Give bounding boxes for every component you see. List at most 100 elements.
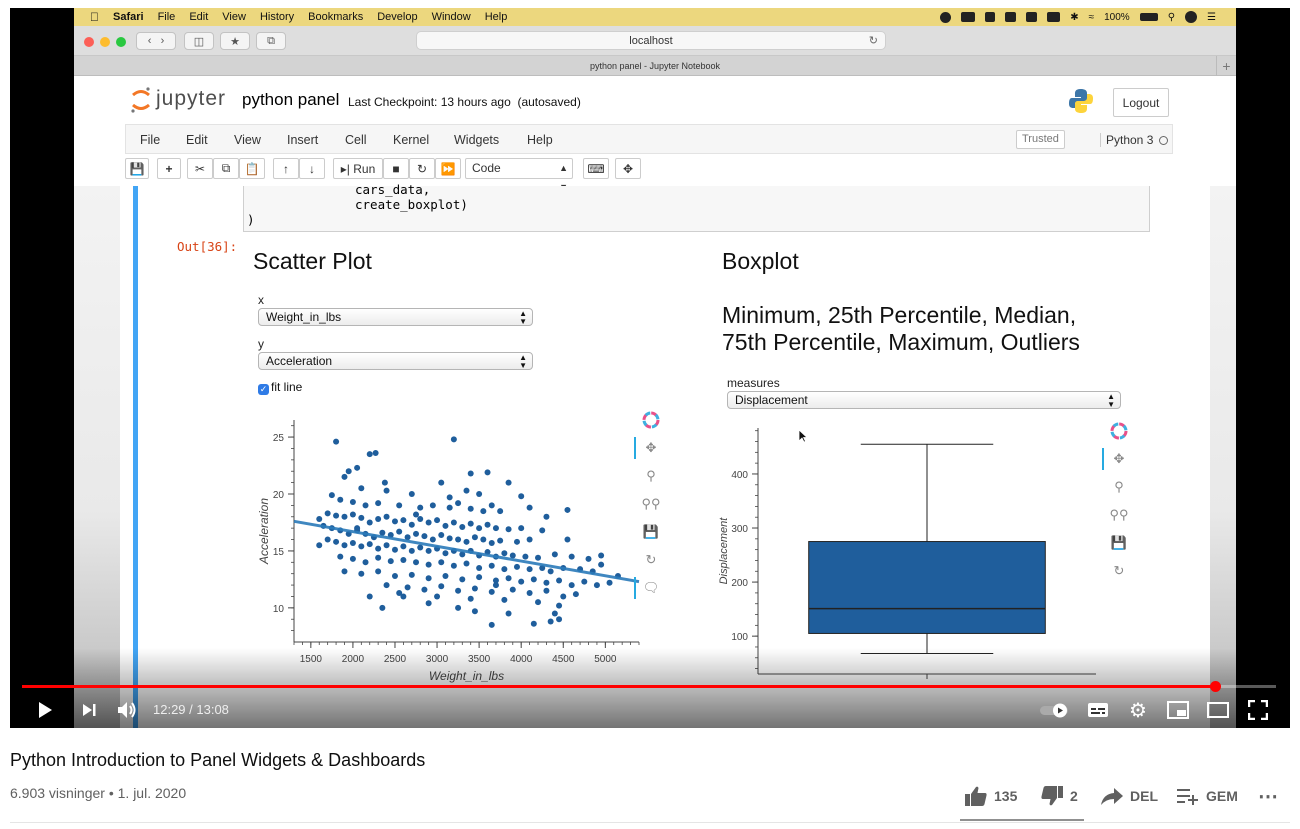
- scatter-point: [606, 579, 613, 586]
- progress-scrubber[interactable]: [1210, 681, 1221, 692]
- scatter-point: [354, 525, 361, 532]
- dislike-button[interactable]: 2: [1040, 780, 1078, 812]
- scatter-point: [413, 530, 420, 537]
- sidebar-icon: ◫: [184, 32, 214, 50]
- back-forward-buttons: ‹ ›: [136, 32, 176, 50]
- scatter-point: [476, 574, 483, 581]
- trusted-badge: Trusted: [1016, 130, 1065, 149]
- notebook-name: python panel: [242, 90, 340, 109]
- kernel-name: Python 3: [1106, 133, 1154, 147]
- iqr-box: [808, 541, 1046, 634]
- scatter-point: [535, 554, 542, 561]
- scatter-point: [358, 570, 365, 577]
- box-zoom-icon: ⚲: [646, 468, 656, 483]
- cut-icon: ✂: [187, 158, 213, 179]
- scatter-point: [413, 559, 420, 566]
- scatter-point: [434, 517, 441, 524]
- fullscreen-button[interactable]: [1244, 698, 1272, 722]
- menu-edit: Edit: [186, 133, 208, 147]
- kernel-idle-icon: [1159, 136, 1169, 145]
- more-actions-button[interactable]: ⋯: [1258, 780, 1278, 812]
- save-to-playlist-button[interactable]: GEM: [1176, 780, 1238, 812]
- scatter-point: [455, 500, 462, 507]
- scatter-point: [450, 436, 457, 443]
- menu-file: File: [140, 133, 161, 147]
- scatter-point: [328, 492, 335, 499]
- scatter-point: [425, 561, 432, 568]
- close-window-icon: [84, 37, 94, 47]
- measures-label: measures: [727, 376, 780, 390]
- video-player[interactable]:  Safari File Edit View History Bookmark…: [10, 8, 1290, 728]
- menubar-item: Window: [422, 11, 471, 23]
- scatter-point: [366, 451, 373, 458]
- menubar-item: Edit: [180, 11, 208, 23]
- kernel-indicator: Python 3: [1100, 133, 1169, 147]
- settings-button[interactable]: ⚙: [1124, 698, 1152, 722]
- scatter-point: [438, 531, 445, 538]
- progress-bar[interactable]: [22, 681, 1276, 692]
- scatter-point: [467, 505, 474, 512]
- save-icon: 💾: [125, 158, 149, 179]
- scatter-point: [455, 536, 462, 543]
- scatter-point: [442, 522, 449, 529]
- theater-icon: [1207, 702, 1229, 718]
- tabs-overview-icon: ⧉: [256, 32, 286, 50]
- bluetooth-icon: ✱: [1070, 11, 1079, 23]
- menubar-item: Develop: [368, 11, 417, 23]
- scatter-point: [505, 610, 512, 617]
- scatter-point: [417, 516, 424, 523]
- battery-text: 100%: [1104, 11, 1130, 23]
- share-button[interactable]: DEL: [1100, 780, 1158, 812]
- scatter-point: [345, 468, 352, 475]
- reload-icon: ↻: [868, 35, 878, 47]
- play-button[interactable]: [32, 698, 58, 722]
- scatter-point: [585, 555, 592, 562]
- cell-type-select: Code▲▼: [465, 158, 573, 192]
- keyboard-icon: ⌨: [583, 158, 609, 179]
- boxplot-chart: 100 200 300 400 Displacement: [718, 428, 1096, 679]
- theater-mode-button[interactable]: [1204, 698, 1232, 722]
- run-button: ▸| Run: [333, 158, 383, 179]
- scatter-point: [324, 510, 331, 517]
- cell-type-value: Code: [472, 161, 501, 175]
- scatter-point: [560, 593, 567, 600]
- scatter-point: [484, 469, 491, 476]
- autoplay-toggle[interactable]: [1038, 698, 1072, 722]
- more-icon: ⋯: [1258, 785, 1278, 808]
- scatter-point: [572, 591, 579, 598]
- spotlight-icon: ⚲: [1167, 11, 1176, 23]
- miniplayer-icon: [1167, 701, 1189, 719]
- select-arrows-icon: ▲▼: [1107, 392, 1115, 409]
- code-line: cars_data,: [355, 182, 431, 197]
- record-icon: [940, 11, 952, 23]
- subtitles-icon: [1088, 703, 1108, 717]
- boxplot-subtitle-line: 75th Percentile, Maximum, Outliers: [722, 329, 1080, 355]
- scatter-point: [442, 550, 449, 557]
- scatter-point: [372, 450, 379, 457]
- miniplayer-button[interactable]: [1164, 698, 1192, 722]
- scatter-point: [349, 498, 356, 505]
- controls-gradient: [10, 648, 1290, 728]
- x-select-label: x: [258, 293, 264, 307]
- jupyter-menubar: File Edit View Insert Cell Kernel Widget…: [125, 124, 1173, 154]
- scatter-point: [429, 502, 436, 509]
- mac-menubar:  Safari File Edit View History Bookmark…: [74, 8, 1236, 26]
- menu-help: Help: [527, 133, 553, 147]
- scatter-point: [366, 541, 373, 548]
- scatter-point: [375, 554, 382, 561]
- next-button[interactable]: [76, 698, 102, 722]
- y-select: Acceleration ▲ ▼: [258, 352, 533, 370]
- scatter-point: [429, 536, 436, 543]
- save-plot-icon: 💾: [642, 524, 660, 539]
- mute-button[interactable]: [114, 698, 142, 722]
- scatter-point: [480, 536, 487, 543]
- y-axis-label: Acceleration: [257, 498, 271, 565]
- like-button[interactable]: 135: [964, 780, 1017, 812]
- scatter-point: [408, 571, 415, 578]
- hover-tool-icon: 🗨: [634, 574, 663, 602]
- subtitles-button[interactable]: [1084, 698, 1112, 722]
- scatter-point: [438, 583, 445, 590]
- scatter-point: [488, 539, 495, 546]
- y-tick-label: 400: [731, 470, 748, 481]
- scatter-point: [513, 538, 520, 545]
